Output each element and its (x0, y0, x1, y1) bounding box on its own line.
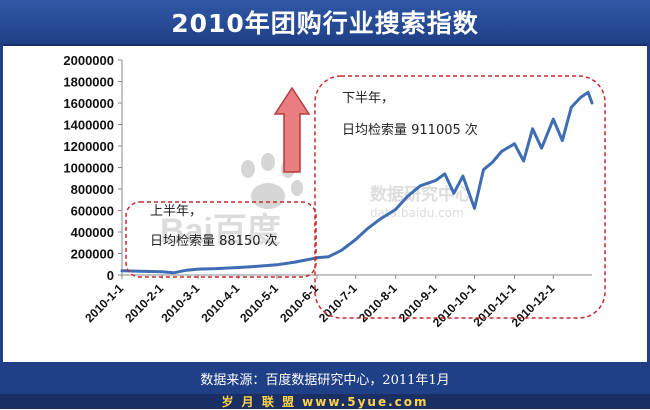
data-point (590, 101, 594, 105)
data-point (215, 267, 218, 270)
y-tick-label: 1200000 (63, 139, 114, 154)
first-half-box (125, 201, 317, 278)
data-point (552, 117, 555, 121)
watermark-center: 数据研究中心 (370, 184, 472, 205)
data-point (172, 271, 175, 274)
data-point (500, 150, 503, 153)
data-point (138, 270, 142, 273)
data-point (561, 139, 564, 142)
watermark-brand: Bai百度 (160, 212, 281, 250)
x-tick-label: 2010-5-1 (237, 281, 281, 325)
second-half-line2: 日均检索量 911005 次 (342, 122, 478, 138)
x-tick-label: 2010-12-1 (509, 281, 558, 330)
chart-plot: Bai百度 数据研究中心 data.baidu.com 020000040000… (63, 53, 606, 330)
data-point (160, 270, 164, 273)
chart-title: 2010年团购行业搜索指数 (171, 9, 479, 38)
up-arrow-icon (273, 86, 311, 173)
data-point (473, 207, 476, 210)
second-half-line1: 下半年， (342, 91, 394, 106)
x-tick-label: 2010-4-1 (198, 281, 242, 325)
chart-frame (0, 44, 650, 362)
data-point (197, 267, 200, 271)
y-tick-label: 600000 (71, 204, 114, 219)
data-point (540, 147, 543, 150)
y-tick-label: 2000000 (63, 53, 114, 68)
data-point (379, 217, 382, 221)
y-tick-label: 400000 (71, 225, 114, 240)
y-tick-label: 0 (107, 268, 114, 283)
data-point (461, 174, 465, 178)
y-tick-labels: 0 200000 400000 600000 800000 1000000 1200000 1… (63, 53, 122, 283)
y-tick-label: 1400000 (63, 118, 114, 133)
data-point (293, 260, 297, 264)
y-tick-label: 200000 (71, 247, 114, 262)
data-point (570, 106, 573, 109)
data-source: 数据来源：百度数据研究中心，2011年1月 (200, 372, 450, 388)
data-point (586, 91, 590, 94)
data-point (482, 168, 485, 171)
y-tick-label: 800000 (71, 182, 114, 197)
data-point (120, 269, 124, 272)
title-bar: 2010年团购行业搜索指数 (0, 0, 650, 46)
first-half-line2: 日均检索量 88150 次 (150, 233, 278, 249)
data-point (522, 159, 525, 163)
y-tick-label: 1800000 (63, 75, 114, 90)
data-point (185, 269, 188, 272)
data-point (491, 160, 494, 164)
data-point (443, 172, 446, 176)
data-point (406, 195, 409, 198)
data-point (531, 127, 534, 130)
first-half-line1: 上半年， (150, 204, 202, 219)
data-point (340, 249, 343, 252)
series-line (120, 90, 594, 275)
data-point (434, 179, 437, 182)
data-point (354, 238, 357, 241)
data-point (419, 184, 422, 187)
data-point (327, 255, 330, 258)
x-tick-labels: 2010-1-12010-2-12010-3-12010-4-12010-5-1… (82, 275, 558, 330)
data-point (394, 208, 397, 211)
data-point (237, 266, 240, 269)
y-tick-label: 1000000 (63, 161, 114, 176)
y-tick-label: 1600000 (63, 96, 114, 111)
series-polyline (120, 90, 594, 275)
data-point (366, 227, 369, 230)
footer-bar: 数据来源：百度数据研究中心，2011年1月 (0, 362, 650, 394)
site-strip: 岁 月 联 盟 www.5yue.com (0, 394, 650, 409)
second-half-box (314, 75, 606, 319)
site-watermark: 岁 月 联 盟 www.5yue.com (221, 395, 429, 409)
data-point (255, 265, 258, 268)
x-tick-label: 2010-2-1 (122, 281, 166, 325)
data-point (275, 263, 279, 266)
x-tick-label: 2010-1-1 (82, 281, 126, 325)
data-point (452, 192, 455, 195)
data-point (579, 96, 582, 99)
data-point (513, 142, 516, 145)
x-tick-label: 2010-10-1 (430, 281, 479, 330)
x-tick-label: 2010-3-1 (158, 281, 202, 325)
